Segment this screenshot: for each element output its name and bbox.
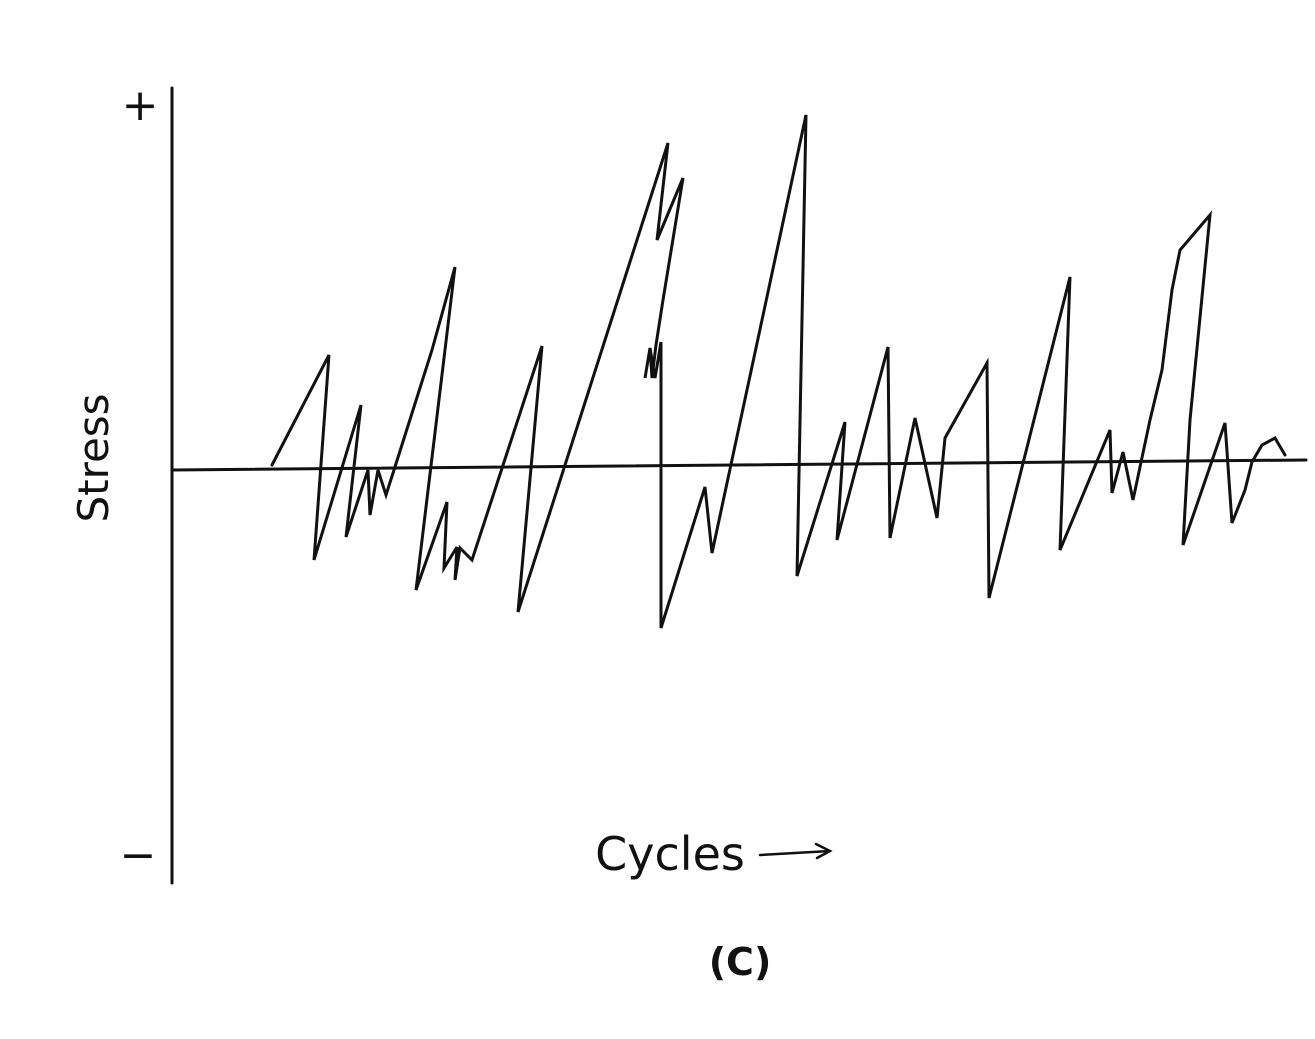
x-arrow (758, 842, 833, 860)
y-axis-label: Stress (69, 393, 118, 522)
stress-history (270, 114, 1287, 629)
x-axis-label: Cycles (595, 827, 745, 881)
minus-sign: − (120, 830, 157, 881)
plus-sign: + (122, 80, 159, 131)
caption: (C) (709, 940, 772, 984)
zero-line (170, 458, 1308, 472)
